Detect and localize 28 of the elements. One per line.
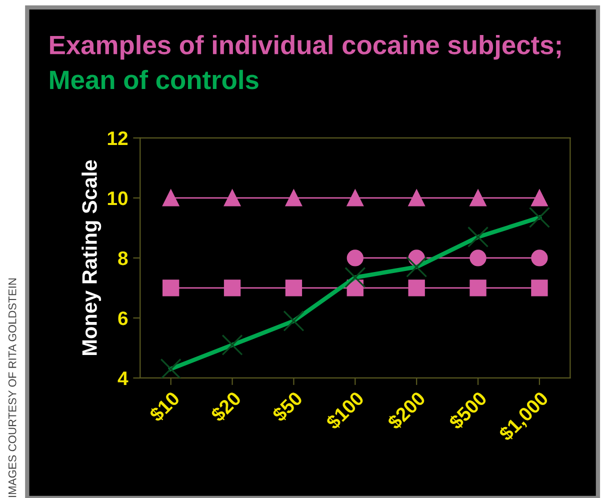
y-tick-label: 12 [108, 131, 128, 145]
chart-subtitle: Mean of controls [50, 70, 258, 90]
point [285, 190, 302, 206]
x-tick-label: $50 [270, 390, 304, 424]
chart-title: Examples of individual cocaine subjects; [50, 35, 561, 60]
point [346, 250, 364, 266]
point [408, 190, 425, 206]
point [285, 280, 302, 296]
point [531, 190, 548, 206]
point [224, 280, 241, 296]
y-tick-label: 6 [118, 311, 128, 326]
point [346, 190, 364, 206]
x-tick-label: $10 [148, 390, 182, 424]
point [408, 280, 425, 296]
point [531, 250, 548, 266]
y-tick-label: 4 [118, 372, 128, 386]
text: IMAGES COURTESY OF RITA GOLDSTEIN [8, 278, 16, 497]
point [162, 280, 180, 296]
y-tick-label: 10 [108, 191, 128, 206]
point [470, 280, 486, 296]
point [470, 190, 486, 206]
point [224, 190, 241, 206]
y-tick-label: 8 [118, 251, 128, 266]
y-axis-title: Money Rating Scale [82, 160, 102, 355]
point [531, 280, 548, 296]
point [470, 250, 486, 266]
point [162, 190, 180, 206]
x-tick-label: $20 [209, 390, 243, 424]
